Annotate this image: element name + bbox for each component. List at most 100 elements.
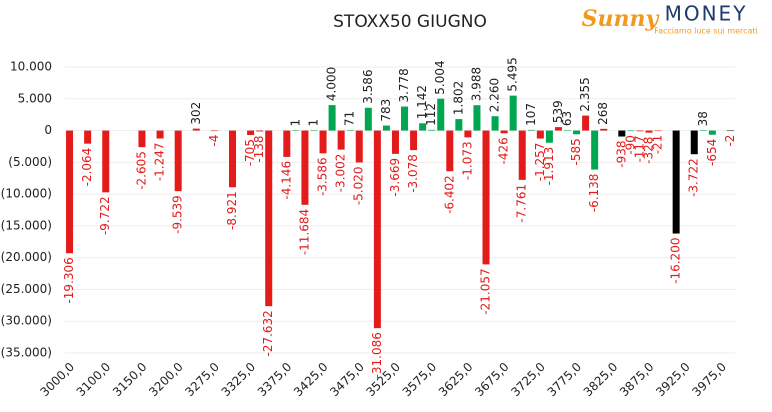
bar [600,128,608,131]
data-label: 268 [596,102,610,125]
x-tick-label: 3000,0 [38,360,78,400]
bar [636,130,644,132]
data-label: 1 [306,119,320,127]
bar [654,130,662,132]
data-label: 539 [551,100,565,123]
data-label: 3.778 [397,68,411,102]
bar [419,123,427,131]
x-tick-label: 3325,0 [219,360,259,400]
data-label: -9.539 [171,195,185,234]
data-label: -1.913 [542,147,556,186]
bar [102,130,110,193]
bar [256,130,264,132]
data-label: -19.306 [62,257,76,303]
data-label: -4.146 [279,161,293,200]
x-tick-label: 3925,0 [653,360,693,400]
bar [708,130,716,135]
x-tick-label: 3725,0 [508,360,548,400]
bar [500,130,508,134]
bar [591,130,599,170]
bar [726,130,734,132]
data-label: -21.057 [479,268,493,314]
bar [382,125,390,131]
y-tick-label: 5.000 [18,91,52,105]
bar [527,129,535,131]
bar [364,107,372,131]
data-label: 1 [288,119,302,127]
x-tick-label: 3100,0 [74,360,114,400]
data-label: 112 [424,103,438,126]
bar [536,130,544,139]
y-tick-label: (5.000) [8,155,52,169]
data-label: -6.138 [587,174,601,213]
bar [391,130,399,154]
bar [337,130,345,150]
bar [428,129,436,131]
bar [699,130,707,131]
logo-brand2: MONEY [665,2,748,26]
y-tick-label: (10.000) [1,187,52,201]
data-label: -3.078 [406,154,420,193]
data-label: -9.722 [98,196,112,235]
data-label: -3.002 [334,154,348,193]
bar [573,130,581,135]
data-label: -1.073 [460,141,474,180]
bar [509,95,517,131]
data-label: 63 [560,111,574,126]
data-label: -1.257 [533,143,547,182]
data-label: -6.402 [442,175,456,214]
data-label: -2 [723,135,737,147]
data-label: 3.988 [469,67,483,101]
bar [229,130,236,188]
data-label: -5.020 [352,166,366,205]
bar [355,130,363,163]
data-label: 107 [524,103,538,126]
bar [66,130,74,254]
x-tick-label: 3575,0 [400,360,440,400]
y-tick-label: (15.000) [1,218,52,232]
bar [491,116,499,131]
bar [518,130,526,180]
bar [301,130,309,205]
data-label: -90 [623,135,637,155]
chart-title: STOXX50 GIUGNO [333,12,487,32]
data-label: 1.142 [415,85,429,119]
data-label: -7.761 [515,184,529,223]
data-label: 5.495 [506,57,520,91]
bar [410,130,418,151]
data-label: -2.605 [134,151,148,190]
bar [174,130,182,192]
x-tick-label: 3150,0 [110,360,150,400]
bar [455,119,463,131]
bar [464,130,472,138]
bar [672,130,680,234]
x-tick-label: 3375,0 [255,360,295,400]
logo-brand: Sunny [582,6,661,32]
bar [554,127,562,131]
bar [346,130,354,131]
bar [473,105,481,131]
bar [446,130,454,172]
x-tick-label: 3675,0 [472,360,512,400]
data-label: -705 [243,139,257,166]
bar [545,130,553,143]
bar [310,130,318,132]
data-label: 4.000 [325,67,339,101]
data-label: -8.921 [225,191,239,230]
data-label: -3.669 [388,158,402,197]
data-label: -426 [497,137,511,164]
x-tick-label: 3200,0 [146,360,186,400]
data-label: 5.004 [433,60,447,94]
bar [627,130,635,132]
data-label: -117 [632,135,646,162]
data-label: -11.684 [297,209,311,255]
data-label: -585 [569,138,583,165]
data-label: -328 [641,137,655,164]
y-tick-label: (30.000) [1,314,52,328]
bar [247,130,255,136]
data-label: 2.355 [578,77,592,111]
data-label: -4 [207,135,221,147]
data-label: 38 [696,111,710,126]
x-tick-label: 3425,0 [291,360,331,400]
